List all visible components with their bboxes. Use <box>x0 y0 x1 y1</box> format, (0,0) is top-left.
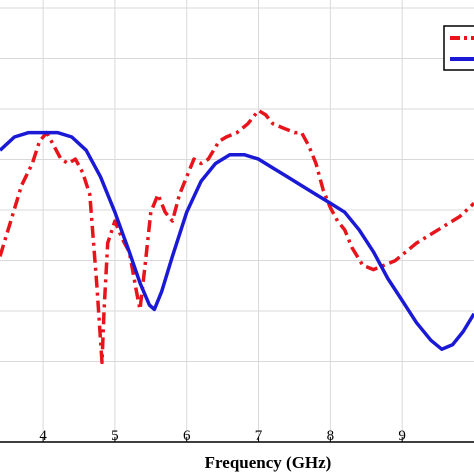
x-tick-label: 5 <box>111 428 119 444</box>
x-tick-label: 9 <box>398 428 406 444</box>
series-line-1 <box>0 108 474 365</box>
x-ticks: 4 5 6 7 8 9 <box>39 428 406 444</box>
x-axis-label: Frequency (GHz) <box>205 453 332 472</box>
x-tick-label: 8 <box>327 428 335 444</box>
series-layer <box>0 108 474 365</box>
legend <box>443 25 474 71</box>
x-tick-label: 4 <box>39 428 47 444</box>
x-tick-label: 6 <box>183 428 191 444</box>
legend-box <box>443 25 474 71</box>
series-line-2 <box>0 130 474 351</box>
x-tick-label: 7 <box>255 428 263 444</box>
grid <box>0 0 474 443</box>
